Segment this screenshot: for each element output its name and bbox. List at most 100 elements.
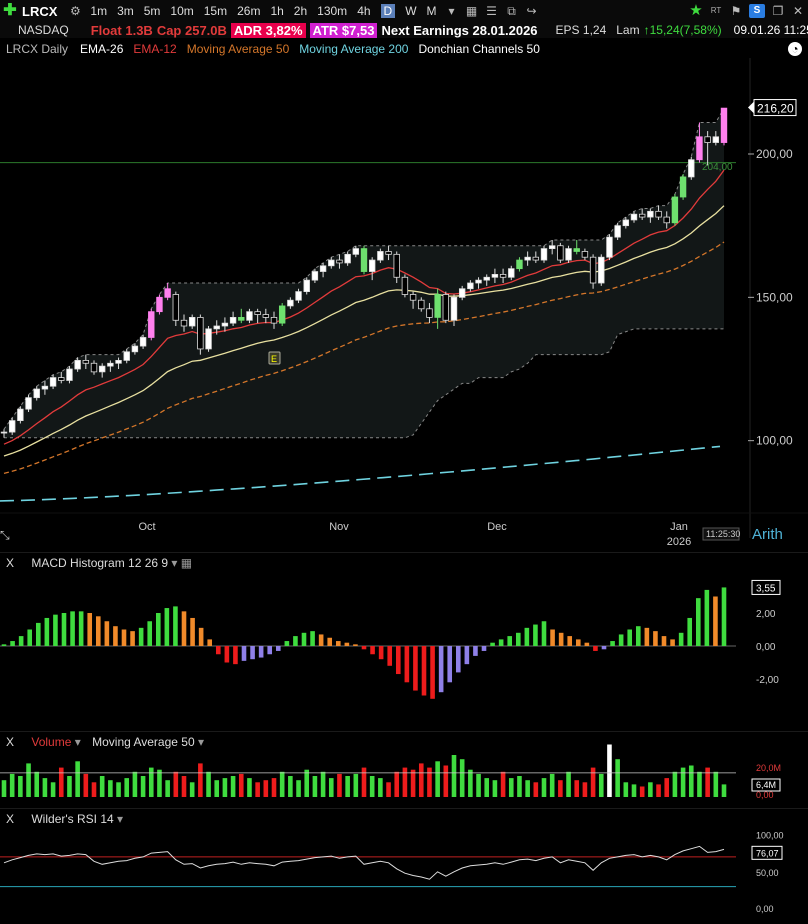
rsi-close-icon[interactable]: X xyxy=(6,812,15,826)
volume-bar xyxy=(345,776,350,797)
donchian-upper xyxy=(3,107,725,430)
volume-title[interactable]: Volume xyxy=(31,735,72,749)
link-icon[interactable]: ⚙ xyxy=(70,4,81,18)
volume-close-icon[interactable]: X xyxy=(6,735,15,749)
timeframe-M[interactable]: M xyxy=(426,4,437,18)
macd-bar xyxy=(567,636,573,646)
macd-svg[interactable]: 3,55 2,00 0,00 -2,00 xyxy=(0,551,808,730)
volume-bar xyxy=(42,778,48,797)
grid-icon[interactable]: ▦ xyxy=(465,4,478,18)
volume-bar xyxy=(148,767,154,797)
candle xyxy=(246,311,253,321)
timeframe-D[interactable]: D xyxy=(380,4,396,18)
candle xyxy=(548,245,556,250)
volume-bar xyxy=(410,769,416,797)
volume-bar xyxy=(615,759,620,797)
candle xyxy=(213,325,220,330)
timeframe-4h[interactable]: 4h xyxy=(357,4,371,18)
macd-bar xyxy=(661,636,667,646)
current-price-pointer xyxy=(748,101,754,114)
macd-bar xyxy=(618,634,624,646)
volume-ma-title[interactable]: Moving Average 50 xyxy=(92,735,195,749)
rsi-current-box xyxy=(751,845,783,860)
volume-panel[interactable]: 20,0M 6,4M 0,00 X Volume ▾ Moving Average … xyxy=(0,730,808,805)
candle xyxy=(49,377,57,387)
rsi-axis-label: 0,00 xyxy=(756,904,774,914)
plus-icon[interactable]: ✚ xyxy=(3,2,17,19)
candle xyxy=(311,271,319,281)
earnings-marker[interactable] xyxy=(268,351,281,365)
ema26-legend[interactable]: EMA-26 xyxy=(80,42,124,56)
ma200-legend[interactable]: Moving Average 200 xyxy=(299,42,409,56)
symbol-label[interactable]: LRCX xyxy=(22,3,58,19)
month-label: Jan xyxy=(670,521,688,533)
candle xyxy=(139,337,147,347)
timeframe-1h[interactable]: 1h xyxy=(270,4,284,18)
candle xyxy=(90,362,98,373)
macd-bar xyxy=(275,646,281,651)
timeframe-1m[interactable]: 1m xyxy=(90,4,108,18)
s-icon[interactable]: S xyxy=(749,4,765,18)
compare-icon[interactable]: ⧉ xyxy=(507,4,516,18)
star-icon[interactable]: ★ xyxy=(689,2,703,19)
macd-dropdown-icon[interactable]: ▾ ▦ xyxy=(171,556,193,570)
volume-svg[interactable]: 20,0M 6,4M0,00 xyxy=(0,730,808,805)
macd-panel[interactable]: 3,55 2,00 0,00 -2,00 X MACD Histogram 12 26… xyxy=(0,551,808,730)
timeframe-26m[interactable]: 26m xyxy=(237,4,261,18)
copy-icon[interactable]: ❐ xyxy=(772,4,784,18)
donchian-legend[interactable]: Donchian Channels 50 xyxy=(418,42,540,56)
flag-icon[interactable]: ⚑ xyxy=(730,4,742,18)
rsi-dropdown-icon[interactable]: ▾ xyxy=(117,812,124,826)
earnings-marker-label: E xyxy=(271,354,277,364)
macd-bar xyxy=(498,639,504,646)
resize-arrows-icon[interactable]: ⤡ xyxy=(0,528,10,542)
macd-bar xyxy=(181,611,187,646)
timeframe-15m[interactable]: 15m xyxy=(203,4,228,18)
macd-title[interactable]: MACD Histogram 12 26 9 xyxy=(31,556,169,570)
macd-bar xyxy=(44,617,50,646)
rsi-panel[interactable]: 100,00 76,07 50,00 0,00 X Wilder's RSI 14 ▾ xyxy=(0,807,808,921)
layout-icon[interactable]: ☰ xyxy=(486,4,497,18)
rsi-svg[interactable]: 100,00 76,07 50,00 0,00 xyxy=(0,807,808,921)
volume-dropdown-icon[interactable]: ▾ xyxy=(74,735,81,749)
macd-axis-label: 2,00 xyxy=(756,609,776,620)
price-chart-svg[interactable]: E 204,00 200,00 150,00 100,00 216,20 Oct Nov Dec… xyxy=(0,58,808,550)
macd-bar xyxy=(370,646,375,655)
volume-bar xyxy=(680,767,686,797)
candle xyxy=(8,420,16,433)
close-icon[interactable]: ✕ xyxy=(792,4,804,18)
macd-bar xyxy=(455,646,461,673)
volume-bar xyxy=(50,782,56,797)
macd-close-icon[interactable]: X xyxy=(6,556,15,570)
candle xyxy=(630,213,638,221)
share-icon[interactable]: ↪ xyxy=(526,4,537,18)
candle xyxy=(606,236,613,258)
volume-bar xyxy=(468,769,473,797)
timeframe-10m[interactable]: 10m xyxy=(170,4,194,18)
ma50-legend[interactable]: Moving Average 50 xyxy=(186,42,290,56)
volume-bar xyxy=(279,771,285,797)
volume-bar xyxy=(631,784,637,797)
chart-name[interactable]: LRCX Daily xyxy=(6,42,69,56)
candle xyxy=(115,359,122,364)
timeframe-2h[interactable]: 2h xyxy=(293,4,308,18)
volume-bar xyxy=(607,744,612,797)
settings-icon[interactable]: ◔ xyxy=(788,42,802,56)
ema12-legend[interactable]: EMA-12 xyxy=(133,42,177,56)
timeframe-5m[interactable]: 5m xyxy=(143,4,161,18)
timeframe-3m[interactable]: 3m xyxy=(117,4,134,18)
candle xyxy=(704,136,711,143)
dropdown-icon[interactable]: ▾ xyxy=(448,4,455,18)
rsi-title[interactable]: Wilder's RSI 14 xyxy=(31,812,114,826)
volume-ma-dropdown-icon[interactable]: ▾ xyxy=(197,735,204,749)
volume-bar xyxy=(58,767,64,797)
timeframe-130m[interactable]: 130m xyxy=(317,4,348,18)
scale-mode-button[interactable]: Arith xyxy=(752,526,783,543)
rt-icon[interactable]: RT xyxy=(710,6,722,15)
price-chart[interactable]: E 204,00 200,00 150,00 100,00 216,20 Oct Nov Dec… xyxy=(0,58,808,550)
timeframe-W[interactable]: W xyxy=(405,4,417,18)
macd-bar xyxy=(704,589,710,646)
candle xyxy=(434,294,441,318)
volume-bar xyxy=(222,778,228,797)
macd-bar xyxy=(473,646,478,656)
